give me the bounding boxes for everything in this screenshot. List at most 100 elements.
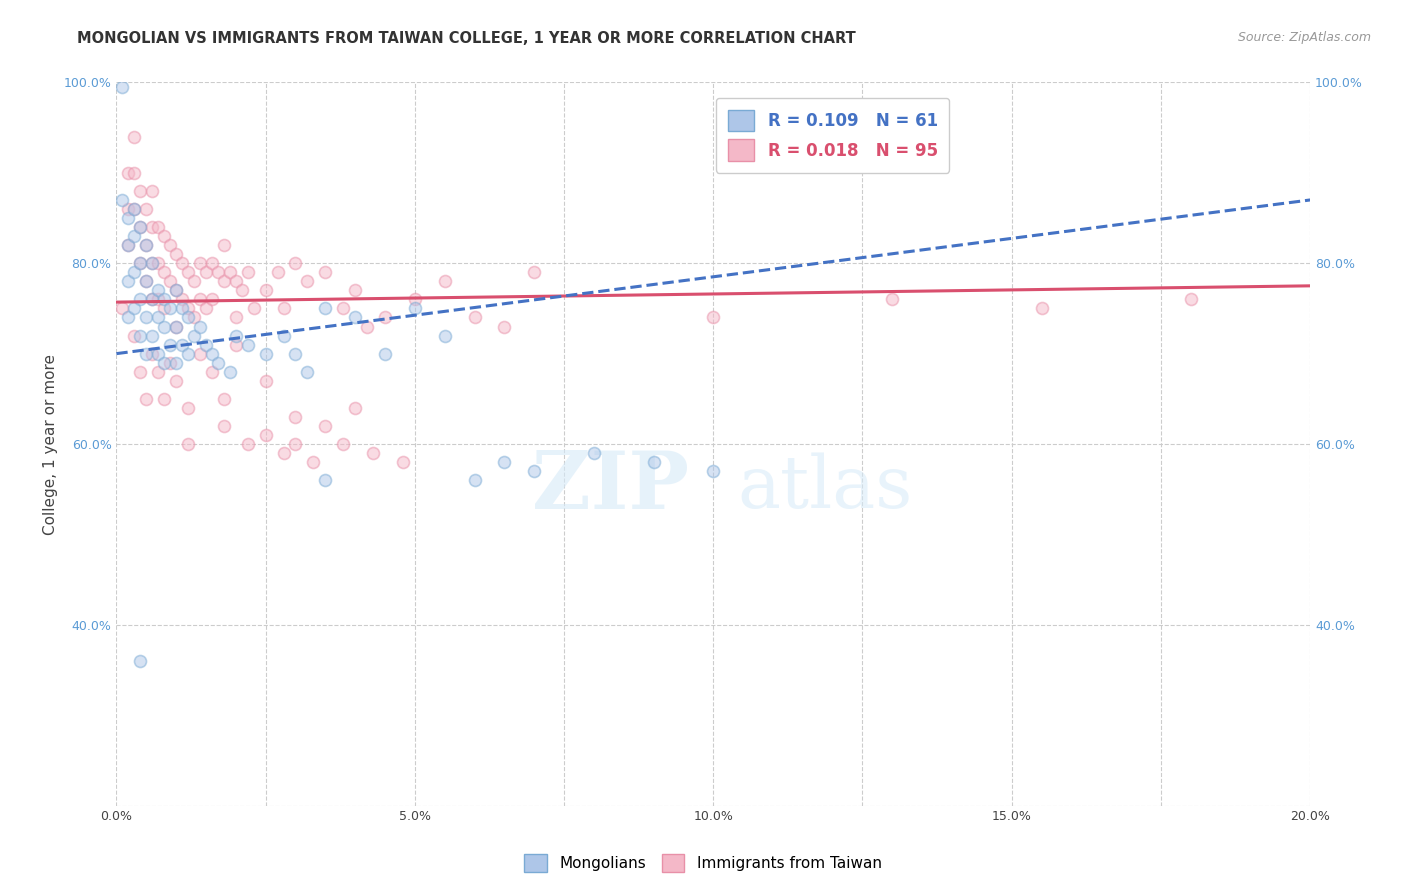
Point xyxy=(153,301,176,316)
Point xyxy=(177,401,200,415)
Point xyxy=(124,202,146,216)
Point xyxy=(254,428,277,442)
Point xyxy=(141,293,163,307)
Point xyxy=(117,202,139,216)
Point xyxy=(404,293,426,307)
Point xyxy=(124,328,146,343)
Point xyxy=(254,374,277,388)
Point xyxy=(124,229,146,244)
Point xyxy=(148,310,170,325)
Point xyxy=(129,256,152,270)
Point xyxy=(129,328,152,343)
Point xyxy=(494,455,516,469)
Point xyxy=(523,464,546,478)
Text: MONGOLIAN VS IMMIGRANTS FROM TAIWAN COLLEGE, 1 YEAR OR MORE CORRELATION CHART: MONGOLIAN VS IMMIGRANTS FROM TAIWAN COLL… xyxy=(77,31,856,46)
Point xyxy=(165,356,187,370)
Point xyxy=(404,301,426,316)
Point xyxy=(284,437,307,451)
Point xyxy=(153,319,176,334)
Point xyxy=(111,193,134,207)
Point xyxy=(344,310,367,325)
Point xyxy=(141,346,163,360)
Point xyxy=(124,202,146,216)
Point xyxy=(236,437,259,451)
Point xyxy=(201,346,224,360)
Point xyxy=(165,284,187,298)
Point xyxy=(148,346,170,360)
Point xyxy=(129,184,152,198)
Point xyxy=(153,392,176,406)
Point xyxy=(225,337,247,351)
Point xyxy=(188,346,211,360)
Point xyxy=(135,202,157,216)
Point xyxy=(165,319,187,334)
Point xyxy=(177,265,200,279)
Point xyxy=(159,238,181,252)
Point xyxy=(433,328,456,343)
Point xyxy=(464,473,486,487)
Point xyxy=(165,319,187,334)
Point xyxy=(212,392,235,406)
Point xyxy=(141,220,163,235)
Point xyxy=(188,293,211,307)
Point xyxy=(153,293,176,307)
Point xyxy=(201,365,224,379)
Point xyxy=(177,310,200,325)
Point xyxy=(129,293,152,307)
Point xyxy=(273,328,295,343)
Point xyxy=(141,293,163,307)
Point xyxy=(207,356,229,370)
Point xyxy=(297,365,319,379)
Text: Source: ZipAtlas.com: Source: ZipAtlas.com xyxy=(1237,31,1371,45)
Point xyxy=(183,274,205,288)
Point xyxy=(702,464,724,478)
Point xyxy=(284,409,307,424)
Point xyxy=(374,346,396,360)
Point xyxy=(129,256,152,270)
Point xyxy=(117,238,139,252)
Point xyxy=(148,256,170,270)
Point xyxy=(117,310,139,325)
Point xyxy=(314,301,336,316)
Point xyxy=(212,238,235,252)
Point xyxy=(344,401,367,415)
Point xyxy=(494,319,516,334)
Point xyxy=(117,211,139,225)
Point xyxy=(344,284,367,298)
Point xyxy=(284,346,307,360)
Point xyxy=(236,265,259,279)
Legend: R = 0.109   N = 61, R = 0.018   N = 95: R = 0.109 N = 61, R = 0.018 N = 95 xyxy=(716,98,949,172)
Point xyxy=(148,293,170,307)
Point xyxy=(148,284,170,298)
Point xyxy=(218,265,240,279)
Point xyxy=(135,274,157,288)
Point xyxy=(314,473,336,487)
Point xyxy=(159,274,181,288)
Point xyxy=(148,365,170,379)
Point xyxy=(254,346,277,360)
Point xyxy=(284,256,307,270)
Point xyxy=(135,310,157,325)
Point xyxy=(464,310,486,325)
Point xyxy=(135,238,157,252)
Point xyxy=(194,265,217,279)
Point xyxy=(392,455,415,469)
Point xyxy=(124,265,146,279)
Point xyxy=(194,301,217,316)
Point xyxy=(148,220,170,235)
Point xyxy=(117,274,139,288)
Point xyxy=(165,374,187,388)
Y-axis label: College, 1 year or more: College, 1 year or more xyxy=(44,353,58,534)
Point xyxy=(201,256,224,270)
Point xyxy=(170,293,193,307)
Point xyxy=(236,337,259,351)
Point xyxy=(124,301,146,316)
Point xyxy=(882,293,904,307)
Point xyxy=(177,437,200,451)
Point xyxy=(582,446,605,460)
Point xyxy=(153,229,176,244)
Point xyxy=(225,310,247,325)
Point xyxy=(332,437,354,451)
Point xyxy=(111,301,134,316)
Point xyxy=(188,256,211,270)
